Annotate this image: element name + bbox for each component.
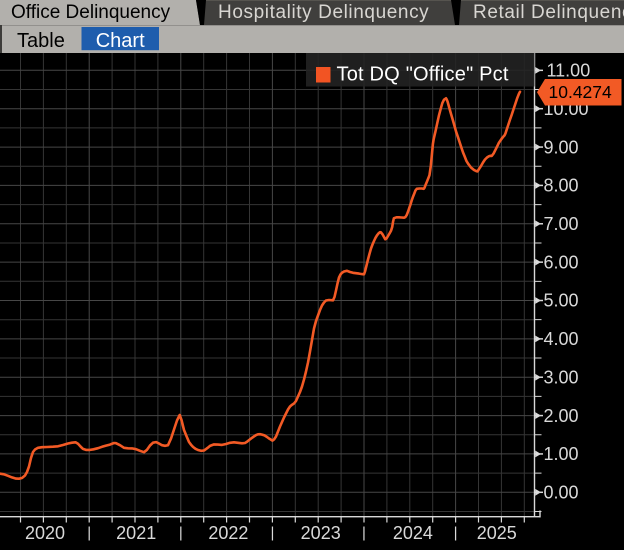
svg-text:Hospitality Delinquency: Hospitality Delinquency — [218, 2, 429, 23]
svg-text:Office Delinquency: Office Delinquency — [11, 2, 171, 23]
svg-text:|: | — [454, 525, 458, 542]
svg-text:2021: 2021 — [116, 523, 156, 543]
svg-text:1.00: 1.00 — [544, 444, 579, 464]
svg-text:Chart: Chart — [96, 30, 145, 52]
svg-text:2.00: 2.00 — [544, 406, 579, 426]
svg-text:|: | — [270, 525, 274, 542]
svg-text:4.00: 4.00 — [544, 329, 579, 349]
svg-text:8.00: 8.00 — [544, 176, 579, 196]
svg-text:2020: 2020 — [25, 523, 65, 543]
svg-text:9.00: 9.00 — [544, 137, 579, 157]
svg-text:5.00: 5.00 — [544, 291, 579, 311]
svg-text:2023: 2023 — [301, 523, 341, 543]
svg-text:10.4274: 10.4274 — [549, 82, 613, 102]
svg-text:3.00: 3.00 — [544, 367, 579, 387]
svg-text:Retail Delinquency: Retail Delinquency — [473, 2, 624, 23]
svg-text:0.00: 0.00 — [544, 483, 579, 503]
svg-text:6.00: 6.00 — [544, 252, 579, 272]
svg-text:Tot DQ "Office" Pct: Tot DQ "Office" Pct — [337, 64, 509, 86]
svg-text:Table: Table — [17, 30, 65, 52]
svg-text:|: | — [179, 525, 183, 542]
svg-text:|: | — [362, 525, 366, 542]
svg-text:2025: 2025 — [477, 523, 517, 543]
svg-text:2024: 2024 — [393, 523, 433, 543]
svg-text:2022: 2022 — [208, 523, 248, 543]
svg-text:7.00: 7.00 — [544, 214, 579, 234]
svg-text:11.00: 11.00 — [547, 61, 591, 81]
svg-text:|: | — [87, 525, 91, 542]
